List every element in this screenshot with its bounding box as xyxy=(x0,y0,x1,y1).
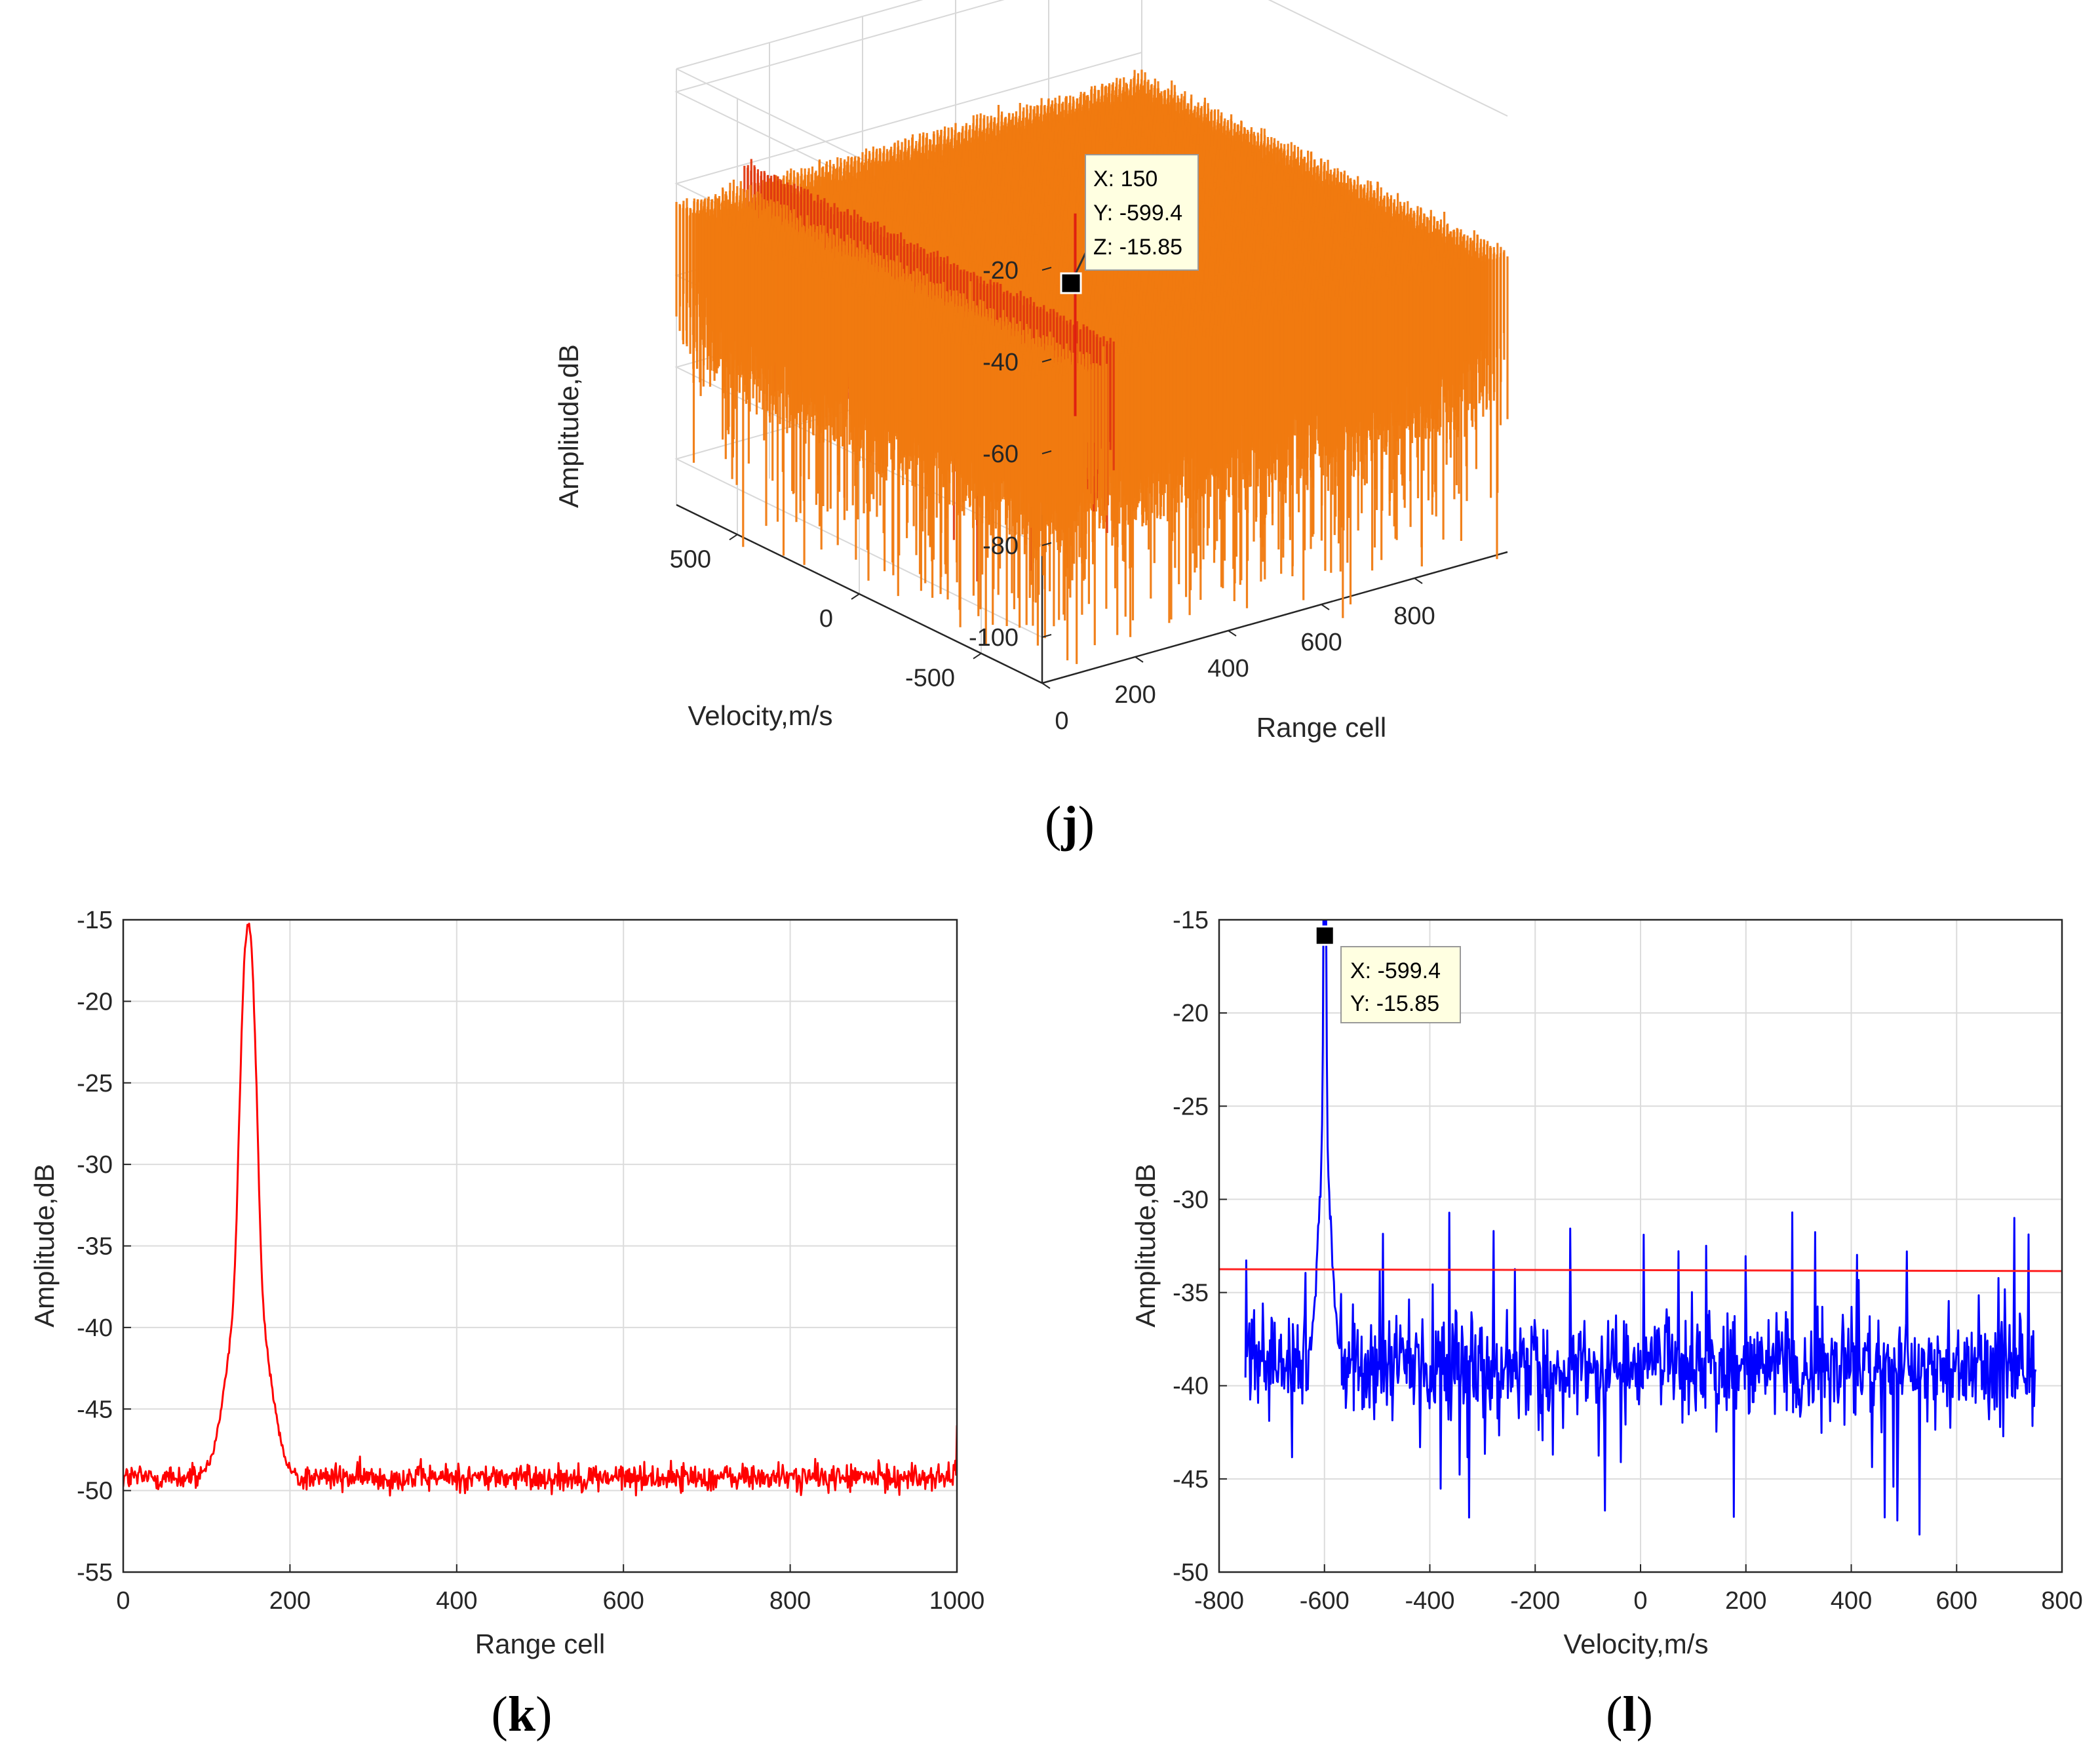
j-range-axis xyxy=(1041,551,1508,684)
j-ytickmark-2 xyxy=(973,652,982,660)
l-threshold-line xyxy=(1219,1268,2062,1272)
j-ztick-4: -100 xyxy=(969,624,1019,652)
l-axes-frame xyxy=(1218,918,2063,1573)
j-xtick-3: 600 xyxy=(1300,629,1342,656)
k-axes-frame xyxy=(122,918,958,1573)
j-ztick-2: -60 xyxy=(982,441,1019,468)
j-datatip[interactable]: X: 150 Y: -599.4 Z: -15.85 xyxy=(1060,154,1199,294)
j-xtick-2: 400 xyxy=(1207,655,1249,682)
j-xtickmark-4 xyxy=(1414,578,1423,584)
j-surface-row xyxy=(1041,252,1509,635)
l-datatip[interactable]: X: -599.4 Y: -15.85 xyxy=(1314,925,1461,1023)
k-ytick-5: -40 xyxy=(77,1314,113,1342)
k-ytick-2: -25 xyxy=(77,1070,113,1097)
j-xtick-1: 200 xyxy=(1114,681,1156,709)
k-ytick-1: -20 xyxy=(77,988,113,1016)
j-ytick-2: -500 xyxy=(905,665,955,692)
k-xtick-0: 0 xyxy=(116,1587,130,1615)
l-xtick-1: -600 xyxy=(1300,1587,1350,1615)
k-ytick-7: -50 xyxy=(77,1478,113,1505)
j-ztickmark-3 xyxy=(1041,542,1052,546)
j-ytick-1: 0 xyxy=(819,605,833,633)
k-xtick-2: 400 xyxy=(436,1587,477,1615)
j-ztickmark-1 xyxy=(1041,359,1052,363)
l-xtick-2: -400 xyxy=(1405,1587,1454,1615)
k-ytick-0: -15 xyxy=(77,907,113,934)
l-xtick-8: 800 xyxy=(2041,1587,2082,1615)
j-ztickmark-2 xyxy=(1041,450,1052,454)
l-series-line xyxy=(1244,920,2037,1536)
j-surface-mesh xyxy=(675,69,1509,664)
k-ytick-4: -35 xyxy=(77,1233,113,1261)
l-datatip-y: Y: -15.85 xyxy=(1350,991,1439,1016)
k-ytick-3: -30 xyxy=(77,1151,113,1179)
k-ylabel: Amplitude,dB xyxy=(29,1164,60,1328)
l-xtick-6: 400 xyxy=(1831,1587,1872,1615)
j-ztick-0: -20 xyxy=(982,257,1019,285)
j-xtickmark-2 xyxy=(1228,630,1237,637)
j-datatip-x: X: 150 xyxy=(1093,167,1157,191)
j-ytickmark-1 xyxy=(851,593,860,600)
j-xtickmark-0 xyxy=(1041,682,1051,689)
j-xtickmark-3 xyxy=(1321,604,1330,610)
j-ytickmark-0 xyxy=(729,534,738,541)
k-ytick-6: -45 xyxy=(77,1396,113,1423)
j-panel-label: (j) xyxy=(1045,797,1095,852)
j-ztickmark-4 xyxy=(1041,634,1052,638)
l-ytick-0: -15 xyxy=(1173,907,1209,934)
l-xtick-4: 0 xyxy=(1633,1587,1647,1615)
l-xtick-0: -800 xyxy=(1194,1587,1244,1615)
k-ytick-8: -55 xyxy=(77,1559,113,1587)
panel-k-range-profile: 0 200 400 600 800 1000 -15 -20 -25 -30 -35 -40 -45 -5… xyxy=(29,907,984,1742)
j-zlabel: Amplitude,dB xyxy=(553,344,584,508)
j-xlabel: Range cell xyxy=(1256,712,1386,743)
j-xtickmark-1 xyxy=(1135,656,1144,663)
k-tick-labels: 0 200 400 600 800 1000 -15 -20 -25 -30 -35 -40 -45 -5… xyxy=(77,907,984,1615)
l-panel-label: (l) xyxy=(1606,1687,1653,1742)
l-ytick-1: -20 xyxy=(1173,1000,1209,1027)
l-xtick-3: -200 xyxy=(1510,1587,1560,1615)
l-ytick-6: -45 xyxy=(1173,1466,1209,1493)
l-ytick-7: -50 xyxy=(1173,1559,1209,1587)
j-xtick-0: 0 xyxy=(1055,707,1068,735)
j-box-edge-top-back xyxy=(676,0,924,69)
j-surface-row xyxy=(1109,341,1115,471)
l-ytick-4: -35 xyxy=(1173,1280,1209,1307)
j-datatip-marker xyxy=(1060,272,1082,294)
j-ylabel: Velocity,m/s xyxy=(688,700,833,731)
k-xlabel: Range cell xyxy=(475,1628,605,1659)
j-ztick-1: -40 xyxy=(982,349,1019,376)
j-datatip-z: Z: -15.85 xyxy=(1093,235,1182,260)
k-xtick-3: 600 xyxy=(602,1587,644,1615)
l-datatip-x: X: -599.4 xyxy=(1350,958,1441,983)
l-xlabel: Velocity,m/s xyxy=(1564,1628,1709,1659)
j-ztick-3: -80 xyxy=(982,532,1019,560)
j-xtick-4: 800 xyxy=(1393,602,1435,630)
l-ytick-2: -25 xyxy=(1173,1093,1209,1120)
l-xtick-7: 600 xyxy=(1936,1587,1977,1615)
k-series-line xyxy=(123,922,957,1497)
j-datatip-y: Y: -599.4 xyxy=(1093,201,1182,226)
l-tick-labels: -800 -600 -400 -200 0 200 400 600 800 -15 -20 -25 -3… xyxy=(1173,907,2083,1615)
j-ztickmark-0 xyxy=(1041,267,1052,271)
j-ytick-0: 500 xyxy=(670,545,711,573)
panel-j-surface-plot: -20 -40 -60 -80 -100 0 200 400 600 800 500 0 -500 Am… xyxy=(553,0,1509,852)
j-box-edge-top-right xyxy=(1268,0,1508,117)
l-xtick-5: 200 xyxy=(1725,1587,1766,1615)
k-xtick-5: 1000 xyxy=(929,1587,985,1615)
panel-l-velocity-profile: -800 -600 -400 -200 0 200 400 600 800 -15 -20 -25 -3… xyxy=(1130,907,2083,1742)
l-datatip-marker xyxy=(1314,925,1335,946)
j-tick-labels: -20 -40 -60 -80 -100 0 200 400 600 800 500 0 -500 xyxy=(670,257,1435,735)
l-ytick-5: -40 xyxy=(1173,1373,1209,1400)
k-xtick-1: 200 xyxy=(269,1587,311,1615)
l-ylabel: Amplitude,dB xyxy=(1130,1164,1161,1328)
l-ytick-3: -30 xyxy=(1173,1186,1209,1213)
k-panel-label: (k) xyxy=(492,1687,553,1742)
k-xtick-4: 800 xyxy=(769,1587,811,1615)
